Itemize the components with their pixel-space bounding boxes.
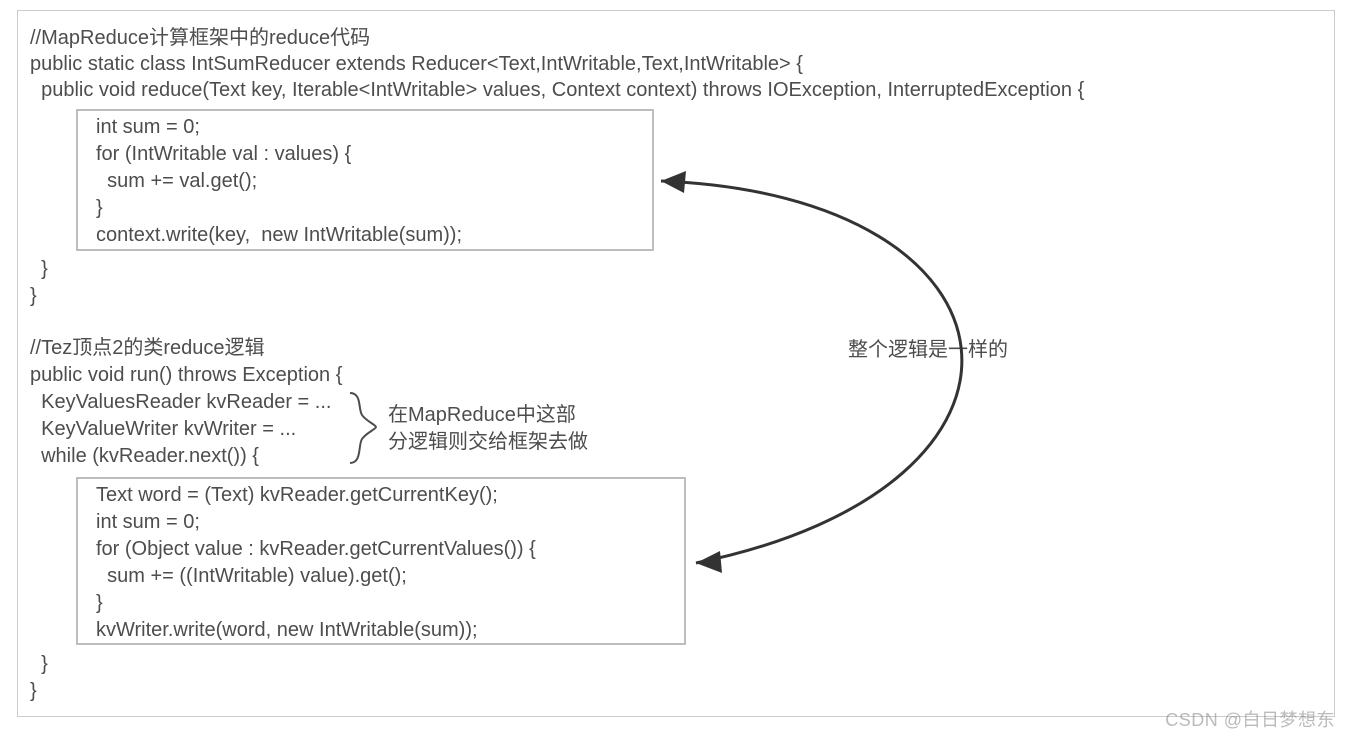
watermark-text: CSDN @白日梦想东 xyxy=(1165,706,1335,732)
code-mr-box-1: for (IntWritable val : values) { xyxy=(96,141,351,167)
code-tez-line3: KeyValuesReader kvReader = ... xyxy=(30,389,331,415)
brace-note-line2: 分逻辑则交给框架去做 xyxy=(388,429,588,456)
diagram-frame: //MapReduce计算框架中的reduce代码 public static … xyxy=(17,10,1335,717)
code-tez-box-4: } xyxy=(96,590,103,616)
brace-note-line1: 在MapReduce中这部 xyxy=(388,402,576,429)
logic-same-arrow xyxy=(661,181,962,563)
arrow-note: 整个逻辑是一样的 xyxy=(848,337,1008,364)
code-tez-box-1: int sum = 0; xyxy=(96,509,200,535)
code-mr-box-3: } xyxy=(96,195,103,221)
code-mr-box-2: sum += val.get(); xyxy=(96,168,257,194)
code-mr-line3: public void reduce(Text key, Iterable<In… xyxy=(30,77,1084,103)
code-tez-comment: //Tez顶点2的类reduce逻辑 xyxy=(30,335,265,361)
arrowhead-top-icon xyxy=(661,171,686,193)
code-tez-close1: } xyxy=(30,651,48,677)
code-tez-box-3: sum += ((IntWritable) value).get(); xyxy=(96,563,407,589)
code-mr-close1: } xyxy=(30,256,48,282)
code-tez-close2: } xyxy=(30,678,37,704)
arrowhead-bottom-icon xyxy=(696,551,722,573)
code-mr-line2: public static class IntSumReducer extend… xyxy=(30,51,803,77)
code-mr-box-4: context.write(key, new IntWritable(sum))… xyxy=(96,222,462,248)
code-tez-line5: while (kvReader.next()) { xyxy=(30,443,259,469)
brace-icon xyxy=(350,393,376,463)
code-mr-box-0: int sum = 0; xyxy=(96,114,200,140)
code-mr-comment: //MapReduce计算框架中的reduce代码 xyxy=(30,25,370,51)
code-tez-line2: public void run() throws Exception { xyxy=(30,362,342,388)
code-tez-line4: KeyValueWriter kvWriter = ... xyxy=(30,416,296,442)
code-tez-box-5: kvWriter.write(word, new IntWritable(sum… xyxy=(96,617,478,643)
code-mr-close2: } xyxy=(30,283,37,309)
code-tez-box-2: for (Object value : kvReader.getCurrentV… xyxy=(96,536,536,562)
code-tez-box-0: Text word = (Text) kvReader.getCurrentKe… xyxy=(96,482,498,508)
